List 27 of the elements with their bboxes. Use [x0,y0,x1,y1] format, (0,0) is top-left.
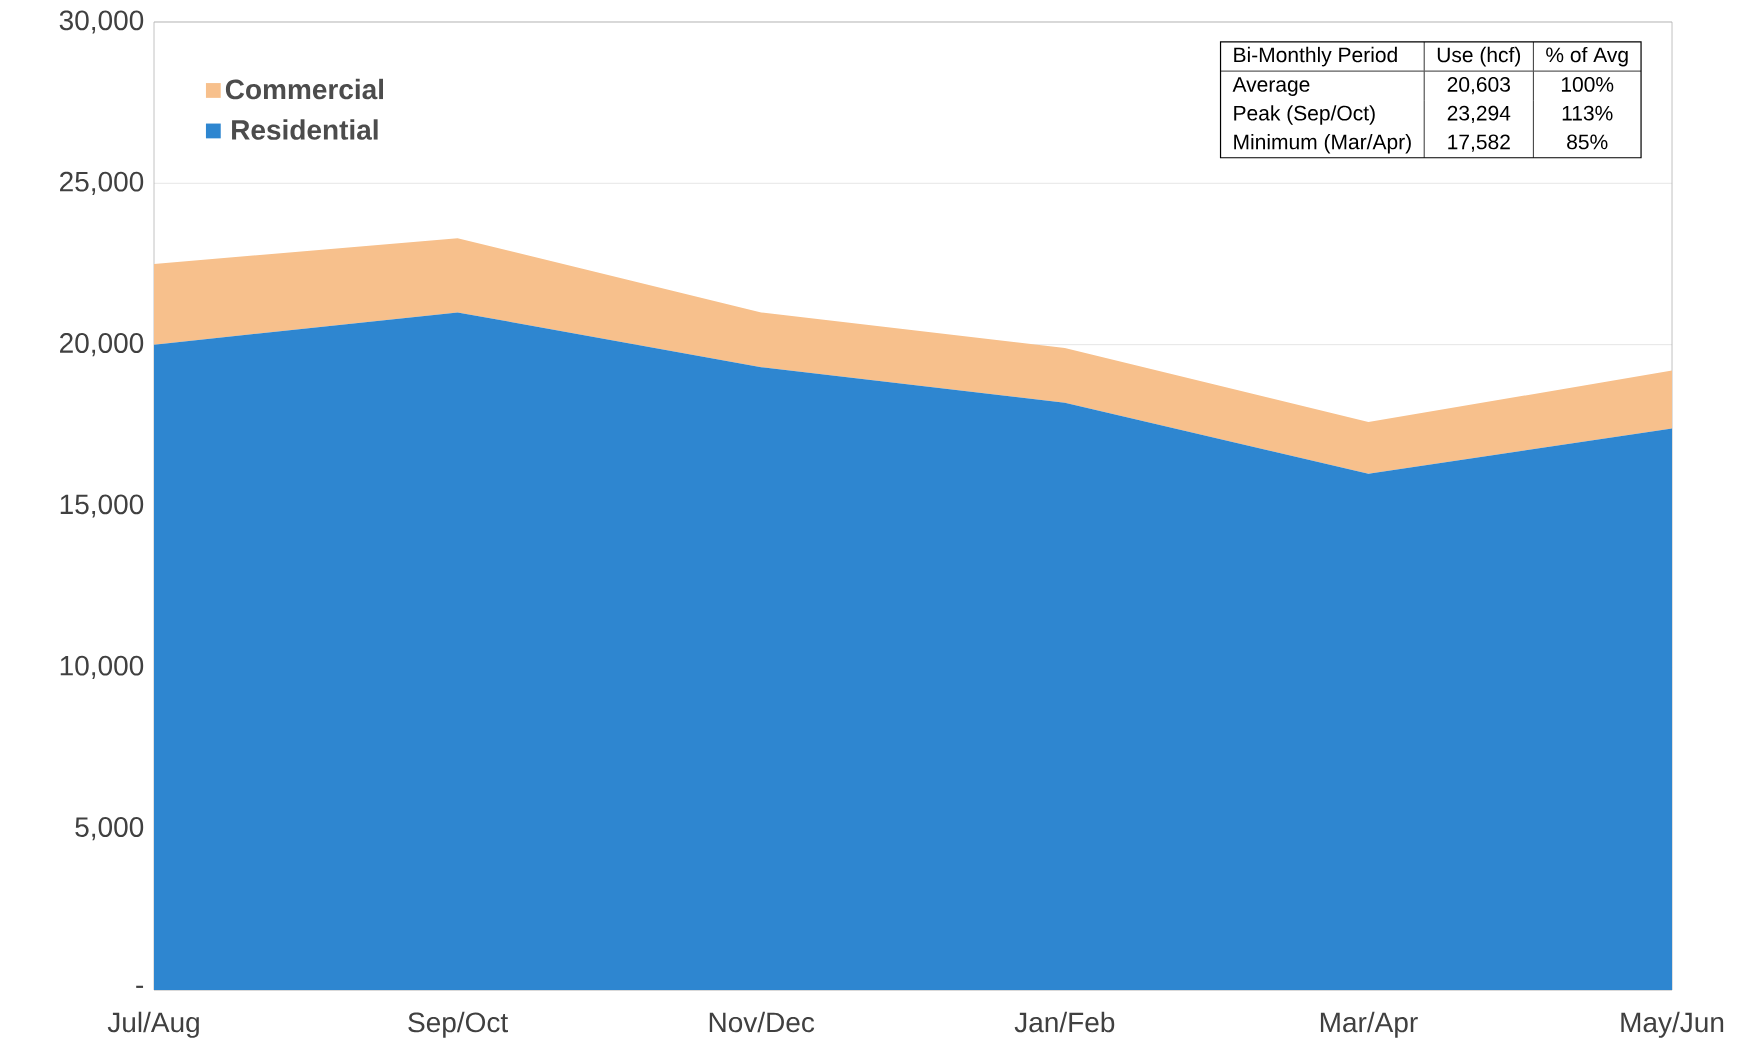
x-tick-label: Jul/Aug [107,1011,199,1038]
y-tick-label: 10,000 [60,655,144,679]
x-tick-label: Jan/Feb [1014,1011,1115,1033]
annotation: 17,582 [1448,134,1510,152]
y-tick-label: 25,000 [60,171,144,195]
annotation: 113% [1562,105,1613,121]
y-tick-label: - [136,985,144,988]
x-tick-label: Sep/Oct [408,1011,508,1038]
annotation: 100% [1561,76,1614,92]
y-tick-label: 5,000 [75,817,144,841]
annotation: Use (hcf) [1437,46,1521,67]
annotation: 20,603 [1447,76,1510,95]
x-tick-label: Nov/Dec [709,1011,815,1033]
x-tick-label: May/Jun [1621,1011,1724,1038]
annotation: 23,294 [1447,105,1511,124]
legend-label: Commercial [225,78,384,100]
annotation: % of Avg [1546,46,1628,67]
annotation: Average [1232,77,1310,96]
y-tick-label: 30,000 [59,10,144,34]
annotation: Bi-Monthly Period [1234,46,1397,67]
y-tick-label: 20,000 [60,333,144,357]
annotation: Peak (Sep/Oct) [1234,105,1375,125]
annotation: Minimum (Mar/Apr) [1234,133,1411,154]
y-tick-label: 15,000 [60,494,144,518]
legend-label: Residential [232,119,378,140]
x-tick-label: Mar/Apr [1320,1011,1418,1038]
annotation: 85% [1567,134,1608,150]
